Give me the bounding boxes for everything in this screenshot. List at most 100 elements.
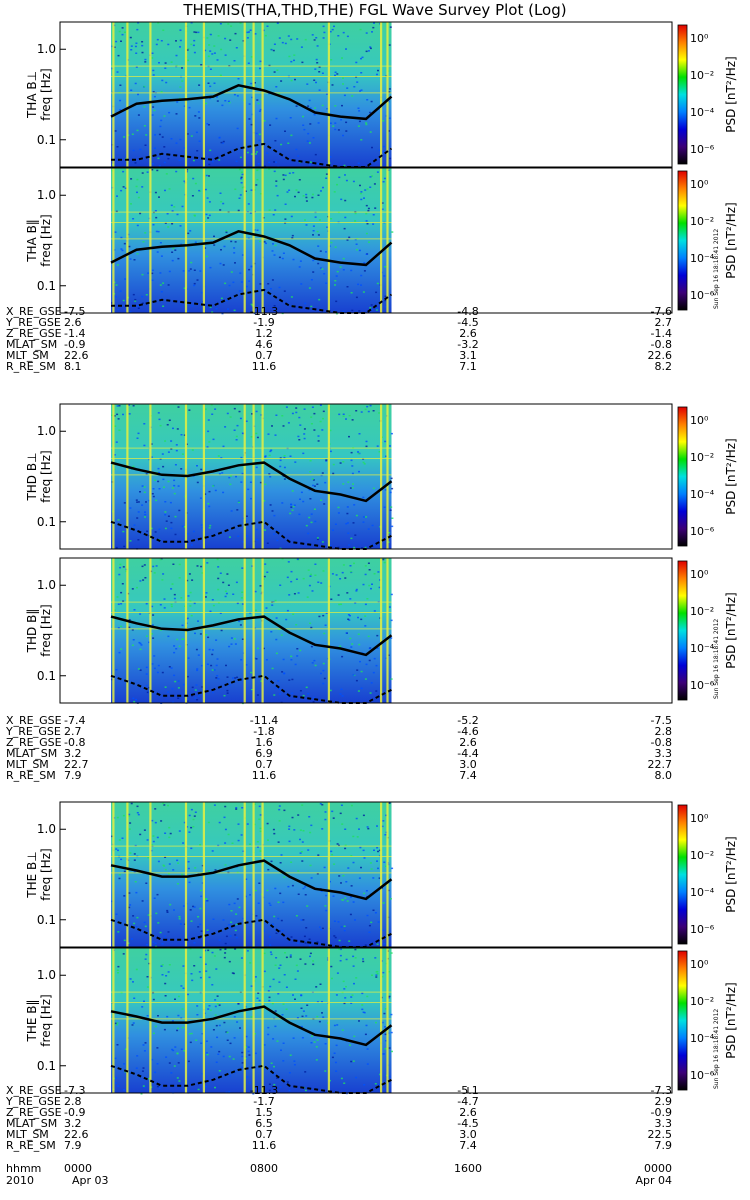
ephemeris-value: 3.2 [64,1117,82,1130]
ephemeris-value: -4.4 [457,747,478,760]
freq-label: freq [Hz] [39,994,53,1046]
ephemeris-value: 2.6 [459,736,477,749]
colorbar-tick-label: 10⁻⁶ [690,1069,715,1082]
colorbar-tick-label: 10⁻² [690,605,714,618]
colorbar-label: PSD [nT²/Hz] [724,982,738,1058]
upper-frequency-curve [110,461,393,503]
ephemeris-value: -7.5 [651,714,672,727]
ephemeris-value: 22.6 [64,349,89,362]
ephemeris-value: 3.0 [459,1128,477,1141]
ephemeris-value: 2.6 [459,1106,477,1119]
ephemeris-value: 22.6 [648,349,673,362]
ephemeris-name: MLT_SM [6,1128,49,1141]
ephemeris-value: 7.4 [459,1139,477,1152]
ephemeris-name: X_RE_GSE [6,714,62,727]
freq-label: freq [Hz] [39,848,53,900]
ephemeris-value: 7.9 [655,1139,673,1152]
ephemeris-value: -7.3 [64,1084,85,1097]
ephemeris-value: -7.6 [651,305,672,318]
ephemeris-value: -0.9 [651,1106,672,1119]
colorbar-tick-label: 10⁻⁴ [690,886,715,899]
ephemeris-name: Z_RE_GSE [6,327,62,340]
upper-frequency-curve [110,1005,393,1047]
ephemeris-name: R_RE_SM [6,1139,56,1152]
ephemeris-value: 7.9 [64,1139,82,1152]
ephemeris-value: 2.8 [655,725,673,738]
ephemeris-value: 7.4 [459,769,477,782]
ephemeris-value: 2.8 [64,1095,82,1108]
ephemeris-value: 2.9 [655,1095,673,1108]
ephemeris-value: -7.5 [64,305,85,318]
ephemeris-tha: X_RE_GSE -7.5 -11.3 -4.8 -7.6Y_RE_GSE 2.6 -1.9… [5,305,672,373]
upper-frequency-curve [110,615,393,657]
ephemeris-value: 3.3 [655,747,673,760]
x-tick-label: 1600 [454,1162,482,1175]
timestamp-stamp: Sun Sep 16 18:18:41 2012 [713,229,720,309]
ephemeris-value: -7.4 [64,714,85,727]
ephemeris-value: 3.3 [655,1117,673,1130]
spectrogram [111,558,392,703]
colorbar [677,170,688,311]
plot-frame [59,21,673,168]
panel-thd-bperp: 1.0 0.1 THD B⊥ freq [Hz] 10⁰ 10⁻² 10⁻⁴ 10⁻⁶ PSD … [25,403,738,550]
colorbar-tick-label: 10⁰ [690,32,709,45]
ephemeris-value: 0.7 [255,1128,273,1141]
ephemeris-name: MLAT_SM [6,1117,57,1130]
panel-label: THD B⊥ [25,452,39,501]
colorbar-label: PSD [nT²/Hz] [724,592,738,668]
colorbar-tick-label: 10⁰ [690,414,709,427]
upper-frequency-curve [110,83,393,121]
colorbar-label: PSD [nT²/Hz] [724,836,738,912]
ephemeris-value: 2.6 [459,327,477,340]
colorbar-tick-label: 10⁻⁴ [690,106,715,119]
colorbar-tick-label: 10⁻² [690,69,714,82]
panel-label: THA B⊥ [25,71,39,119]
ephemeris-value: -5.2 [457,714,478,727]
ephemeris-value: -0.8 [651,736,672,749]
colorbar [677,950,688,1091]
ephemeris-value: -1.9 [253,316,274,329]
spectrogram-speckle [111,558,393,705]
end-date-label: Apr 04 [635,1174,672,1187]
chart-title: THEMIS(THA,THD,THE) FGL Wave Survey Plot… [183,1,567,19]
freq-label: freq [Hz] [39,450,53,502]
upper-frequency-curve [110,229,393,267]
ephemeris-name: X_RE_GSE [6,305,62,318]
ephemeris-name: MLAT_SM [6,747,57,760]
freq-label: freq [Hz] [39,604,53,656]
colorbar [677,24,688,165]
colorbar-tick-label: 10⁻⁶ [690,143,715,156]
timestamp-stamp: Sun Sep 16 18:18:41 2012 [713,619,720,699]
ephemeris-name: Y_RE_GSE [5,316,61,329]
colorbar-tick-label: 10⁻⁶ [690,923,715,936]
colorbar-tick-label: 10⁻² [690,849,714,862]
ephemeris-value: -7.3 [651,1084,672,1097]
colorbar-tick-label: 10⁻⁴ [690,1032,715,1045]
colorbar-label: PSD [nT²/Hz] [724,202,738,278]
ephemeris-value: -1.4 [64,327,85,340]
colorbar-tick-label: 10⁰ [690,812,709,825]
ephemeris-value: -4.8 [457,305,478,318]
y-tick-label: 0.1 [37,133,56,147]
spectral-bands [111,168,392,313]
colorbar-tick-label: 10⁻⁴ [690,488,715,501]
spectral-bands [111,22,392,167]
colorbar-tick-label: 10⁻² [690,995,714,1008]
panel-label: THA B‖ [25,219,39,263]
ephemeris-value: -4.5 [457,316,478,329]
panel-tha-bperp: 1.0 0.1 THA B⊥ freq [Hz] 10⁰ 10⁻² 10⁻⁴ 10⁻⁶ PSD … [25,21,738,169]
colorbar-tick-label: 10⁰ [690,178,709,191]
year-label: 2010 [6,1174,34,1187]
plot-frame [59,801,673,948]
time-axis: hhmm 0000 0800 1600 0000 2010 Apr 03 Apr 04 [6,1087,673,1187]
panel-label: THE B‖ [25,1000,39,1043]
ephemeris-value: 2.6 [64,316,82,329]
ephemeris-value: 7.9 [64,769,82,782]
y-tick-label: 1.0 [37,424,56,438]
panel-label: THD B‖ [25,609,39,654]
ephemeris-name: MLT_SM [6,758,49,771]
colorbar-tick-label: 10⁻⁶ [690,679,715,692]
ephemeris-value: 6.9 [255,747,273,760]
spectrogram [111,22,392,167]
ephemeris-value: -4.5 [457,1117,478,1130]
